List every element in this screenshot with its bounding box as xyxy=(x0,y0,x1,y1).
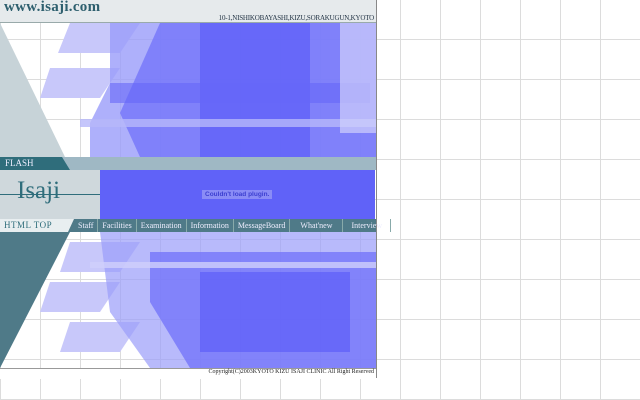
nav-examination[interactable]: Examination xyxy=(137,219,187,232)
nav-whatsnew[interactable]: What'new xyxy=(290,219,344,232)
nav-information[interactable]: Information xyxy=(187,219,234,232)
gray-triangle xyxy=(0,23,65,157)
bottom-graphic xyxy=(0,232,376,368)
top-graphic xyxy=(0,23,376,157)
logo-line xyxy=(0,194,100,195)
flash-bar: FLASH xyxy=(0,157,376,170)
flash-link[interactable]: FLASH xyxy=(0,157,70,170)
nav-bar: HTML TOP Staff Facilities Examination In… xyxy=(0,219,392,232)
nav-staff[interactable]: Staff xyxy=(74,219,99,232)
flash-plugin[interactable]: Couldn't load plugin. xyxy=(100,170,375,219)
logo: Isaji xyxy=(17,177,61,204)
teal-triangle xyxy=(0,232,70,368)
copyright: Copyright(C)2003KYOTO KIZU ISAJI CLINIC … xyxy=(208,369,374,375)
nav-facilities[interactable]: Facilities xyxy=(98,219,137,232)
site-title[interactable]: www.isaji.com xyxy=(4,0,101,15)
nav-interview[interactable]: Interview xyxy=(343,219,392,232)
page: www.isaji.com 10-1,NISHIKOBAYASHI,KIZU,S… xyxy=(0,0,392,379)
html-top-link[interactable]: HTML TOP xyxy=(0,219,74,232)
footer: Copyright(C)2003KYOTO KIZU ISAJI CLINIC … xyxy=(0,368,376,379)
nav-messageboard[interactable]: MessageBoard xyxy=(234,219,291,232)
address: 10-1,NISHIKOBAYASHI,KIZU,SORAKUGUN,KYOTO xyxy=(218,14,375,22)
plugin-error-message: Couldn't load plugin. xyxy=(202,190,273,199)
header: www.isaji.com 10-1,NISHIKOBAYASHI,KIZU,S… xyxy=(0,0,376,23)
